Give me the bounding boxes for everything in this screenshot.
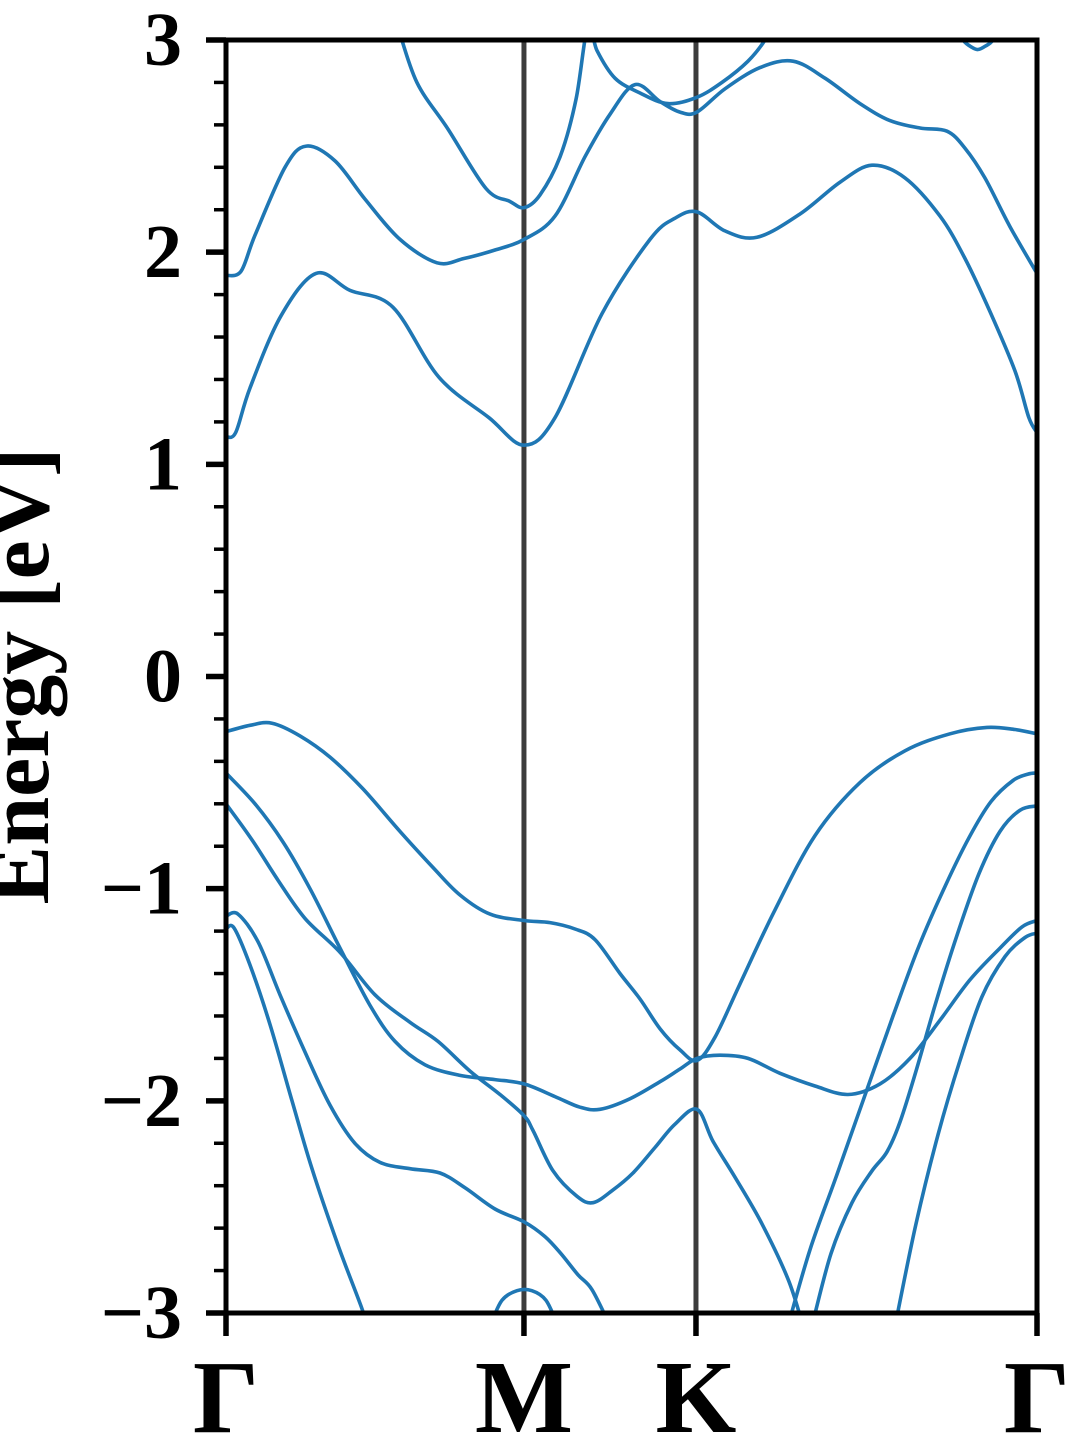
x-kpoint-label: Γ — [193, 1340, 259, 1440]
y-tick-label: −1 — [101, 847, 182, 931]
band-curve-valence-band-4 — [226, 910, 606, 1313]
y-tick-label: 1 — [144, 422, 182, 506]
plot-frame — [223, 37, 1040, 1316]
band-curve-conduction-band-3 — [400, 40, 768, 210]
y-tick-label: 2 — [144, 210, 182, 294]
band-curve-valence-band-6-M-pocket — [493, 1287, 555, 1313]
band-curve-valence-band-2 — [226, 771, 1037, 1112]
band-curve-conduction-band-1 — [226, 163, 1037, 447]
band-curve-valence-band-5 — [226, 923, 366, 1313]
y-tick-label: 3 — [144, 0, 182, 82]
band-curve-valence-band-3 — [226, 802, 802, 1313]
band-curve-valence-band-1 — [226, 720, 1037, 1063]
y-tick-label: 0 — [144, 635, 182, 719]
high-symmetry-lines — [521, 40, 699, 1313]
band-curve-conduction-band-2 — [226, 58, 1037, 278]
x-kpoint-label: M — [475, 1340, 573, 1440]
x-kpoint-label: Γ — [1004, 1340, 1070, 1440]
band-curve-conduction-band-4-top-dip — [960, 40, 996, 52]
y-axis-label: Energy [eV] — [0, 448, 68, 905]
y-tick-label: −3 — [101, 1271, 182, 1355]
band-curve-valence-band-7-riser — [789, 771, 1037, 1313]
x-kpoint-label: K — [656, 1340, 737, 1440]
y-tick-label: −2 — [101, 1059, 182, 1143]
band-curve-valence-band-8-riser — [813, 804, 1037, 1313]
band-curve-valence-band-9-riser — [895, 931, 1037, 1313]
band-curves — [226, 40, 1037, 1313]
